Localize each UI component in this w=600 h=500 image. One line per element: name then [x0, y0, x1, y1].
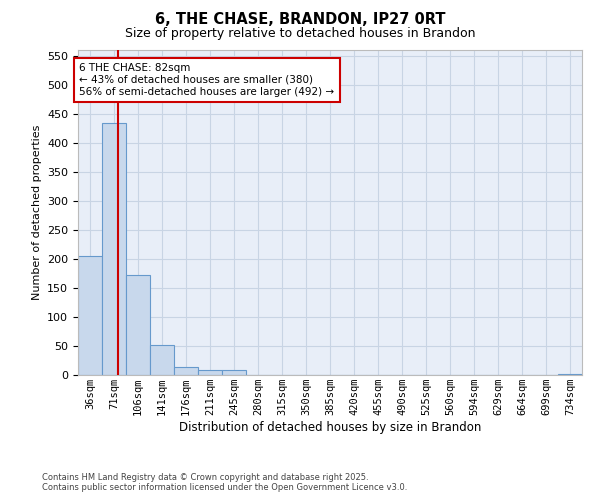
Text: 6 THE CHASE: 82sqm
← 43% of detached houses are smaller (380)
56% of semi-detach: 6 THE CHASE: 82sqm ← 43% of detached hou… [79, 64, 334, 96]
Bar [78, 256, 102, 375]
Bar [558, 374, 582, 375]
Y-axis label: Number of detached properties: Number of detached properties [32, 125, 41, 300]
Bar [198, 370, 222, 375]
X-axis label: Distribution of detached houses by size in Brandon: Distribution of detached houses by size … [179, 421, 481, 434]
Text: Size of property relative to detached houses in Brandon: Size of property relative to detached ho… [125, 28, 475, 40]
Text: Contains HM Land Registry data © Crown copyright and database right 2025.
Contai: Contains HM Land Registry data © Crown c… [42, 473, 407, 492]
Bar [126, 275, 150, 375]
Bar [222, 370, 246, 375]
Bar [102, 122, 126, 375]
Text: 6, THE CHASE, BRANDON, IP27 0RT: 6, THE CHASE, BRANDON, IP27 0RT [155, 12, 445, 28]
Bar [150, 345, 174, 375]
Bar [174, 368, 198, 375]
